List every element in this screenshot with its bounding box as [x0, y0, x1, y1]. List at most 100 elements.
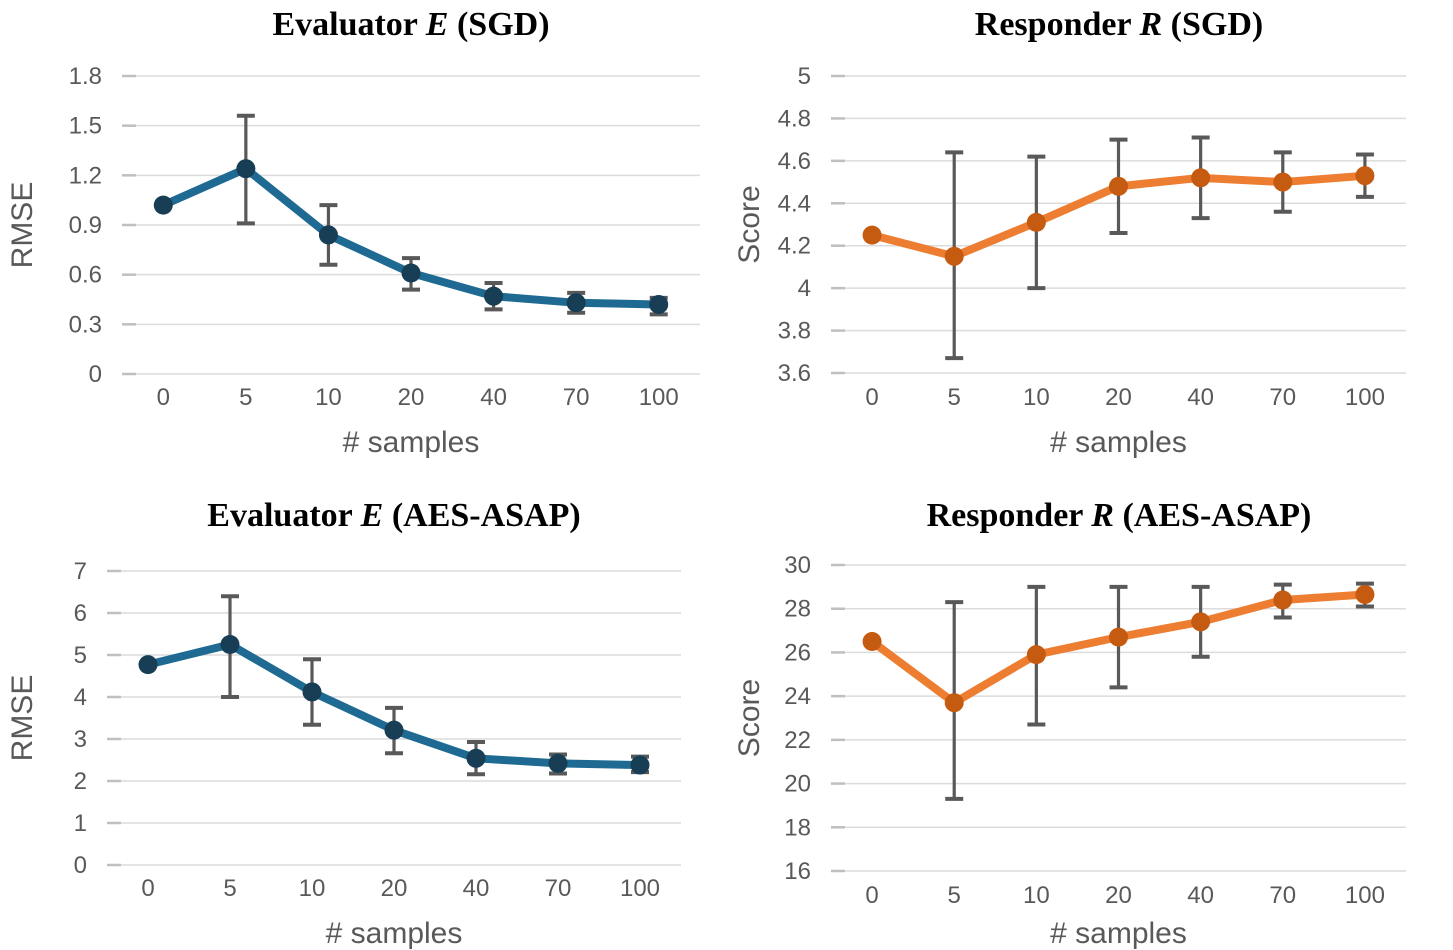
data-point-marker [1191, 612, 1211, 632]
y-tick-label: 3 [74, 726, 87, 753]
x-axis-label: # samples [326, 917, 463, 950]
y-tick-label: 24 [784, 683, 811, 710]
y-tick-label: 4.6 [778, 148, 811, 175]
data-point-marker [466, 748, 486, 768]
x-tick-label: 70 [545, 875, 572, 902]
x-tick-label: 10 [1023, 384, 1050, 411]
data-point-marker [1355, 166, 1375, 186]
title-prefix: Evaluator [272, 6, 426, 43]
data-point-marker [484, 286, 504, 306]
data-point-marker [138, 655, 158, 675]
y-tick-label: 16 [784, 858, 811, 885]
y-tick-label: 26 [784, 639, 811, 666]
data-point-marker [401, 263, 421, 283]
chart-responder-r-aes-asap: Responder R (AES-ASAP) 16 18 20 22 24 26 28 30 0… [727, 475, 1453, 950]
chart-evaluator-e-sgd: Evaluator E (SGD) 0 0.3 0.6 0.9 1.2 1.5 1.8 0 5 1… [0, 0, 726, 475]
x-tick-label: 70 [1269, 384, 1296, 411]
data-point-marker [862, 225, 882, 245]
chart-evaluator-e-aes-asap: Evaluator E (AES-ASAP) 0 1 2 3 4 5 6 7 0 5 10 20 40 7… [0, 475, 726, 950]
y-axis-label: Score [733, 679, 766, 757]
title-symbol: E [425, 6, 449, 43]
y-tick-label: 4 [74, 684, 87, 711]
title-prefix: Responder [974, 6, 1140, 43]
y-tick-label: 2 [74, 768, 87, 795]
x-tick-label: 10 [1023, 882, 1050, 909]
plot-area-evaluator-e-sgd: 0 0.3 0.6 0.9 1.2 1.5 1.8 0 5 10 20 40 70 100 # sample… [6, 63, 700, 459]
title-symbol: R [1139, 6, 1163, 43]
data-point-marker [1355, 585, 1375, 605]
title-prefix: Responder [926, 497, 1092, 534]
chart-title: Evaluator E (SGD) [272, 6, 549, 44]
x-tick-label: 0 [865, 882, 878, 909]
title-suffix: (SGD) [448, 6, 550, 43]
y-tick-label: 4.2 [778, 233, 811, 260]
y-tick-label: 4.8 [778, 105, 811, 132]
data-point-marker [548, 753, 568, 773]
x-axis-label: # samples [343, 426, 480, 459]
x-tick-label: 40 [1187, 384, 1214, 411]
x-tick-label: 10 [315, 384, 342, 411]
data-point-marker [862, 632, 882, 651]
data-point-marker [944, 693, 964, 713]
y-tick-label: 4 [798, 275, 811, 302]
y-axis-label: Score [733, 185, 766, 263]
y-tick-label: 22 [784, 727, 811, 754]
x-tick-label: 40 [1187, 882, 1214, 909]
y-tick-label: 6 [74, 600, 87, 627]
title-suffix: (AES-ASAP) [383, 497, 581, 534]
chart-responder-r-sgd: Responder R (SGD) 3.6 3.8 4 4.2 4.4 4.6 4.8 5 0 5… [727, 0, 1453, 475]
x-tick-label: 100 [639, 384, 679, 411]
x-tick-label: 5 [239, 384, 252, 411]
chart-title: Evaluator E (AES-ASAP) [207, 497, 580, 535]
data-point-marker [1273, 590, 1293, 610]
x-tick-label: 20 [398, 384, 425, 411]
x-tick-label: 20 [381, 875, 408, 902]
data-point-marker [649, 294, 669, 314]
data-point-marker [384, 720, 404, 740]
y-tick-label: 3.6 [778, 360, 811, 387]
data-point-marker [1109, 176, 1128, 196]
y-tick-label: 0 [74, 852, 87, 879]
y-tick-label: 0.3 [69, 311, 102, 338]
y-tick-label: 28 [784, 596, 811, 623]
y-tick-label: 18 [784, 814, 811, 841]
data-point-marker [630, 755, 650, 775]
y-tick-label: 7 [74, 558, 87, 585]
y-tick-label: 1 [74, 810, 87, 837]
x-tick-label: 5 [948, 882, 961, 909]
data-point-marker [1026, 212, 1046, 232]
x-tick-label: 5 [223, 875, 236, 902]
x-tick-label: 0 [865, 384, 878, 411]
data-point-marker [220, 635, 240, 654]
chart-title: Responder R (SGD) [975, 6, 1263, 44]
x-tick-label: 100 [1345, 882, 1385, 909]
data-point-marker [1026, 645, 1046, 665]
x-tick-label: 100 [1345, 384, 1385, 411]
y-tick-label: 1.2 [69, 162, 102, 189]
x-tick-label: 5 [948, 384, 961, 411]
title-symbol: E [360, 497, 384, 534]
x-tick-label: 20 [1105, 384, 1132, 411]
title-suffix: (AES-ASAP) [1113, 497, 1312, 534]
y-tick-label: 20 [784, 771, 811, 798]
y-tick-label: 3.8 [778, 318, 811, 345]
data-point-marker [153, 195, 173, 215]
y-tick-label: 5 [798, 63, 811, 90]
data-point-marker [302, 682, 322, 702]
data-point-marker [236, 159, 256, 179]
x-tick-label: 100 [620, 875, 660, 902]
x-tick-label: 70 [563, 384, 590, 411]
title-symbol: R [1091, 497, 1114, 534]
data-point-marker [1109, 627, 1128, 647]
x-axis-label: # samples [1050, 426, 1187, 459]
x-axis-label: # samples [1050, 917, 1187, 950]
x-tick-label: 0 [157, 384, 170, 411]
y-tick-label: 1.5 [69, 113, 102, 140]
y-tick-label: 1.8 [69, 63, 102, 90]
x-tick-label: 10 [299, 875, 326, 902]
data-point-marker [1273, 172, 1293, 192]
chart-title: Responder R (AES-ASAP) [927, 497, 1312, 535]
plot-area-responder-r-aes-asap: 16 18 20 22 24 26 28 30 0 5 10 20 40 70 100 # samples Sc… [733, 552, 1406, 950]
